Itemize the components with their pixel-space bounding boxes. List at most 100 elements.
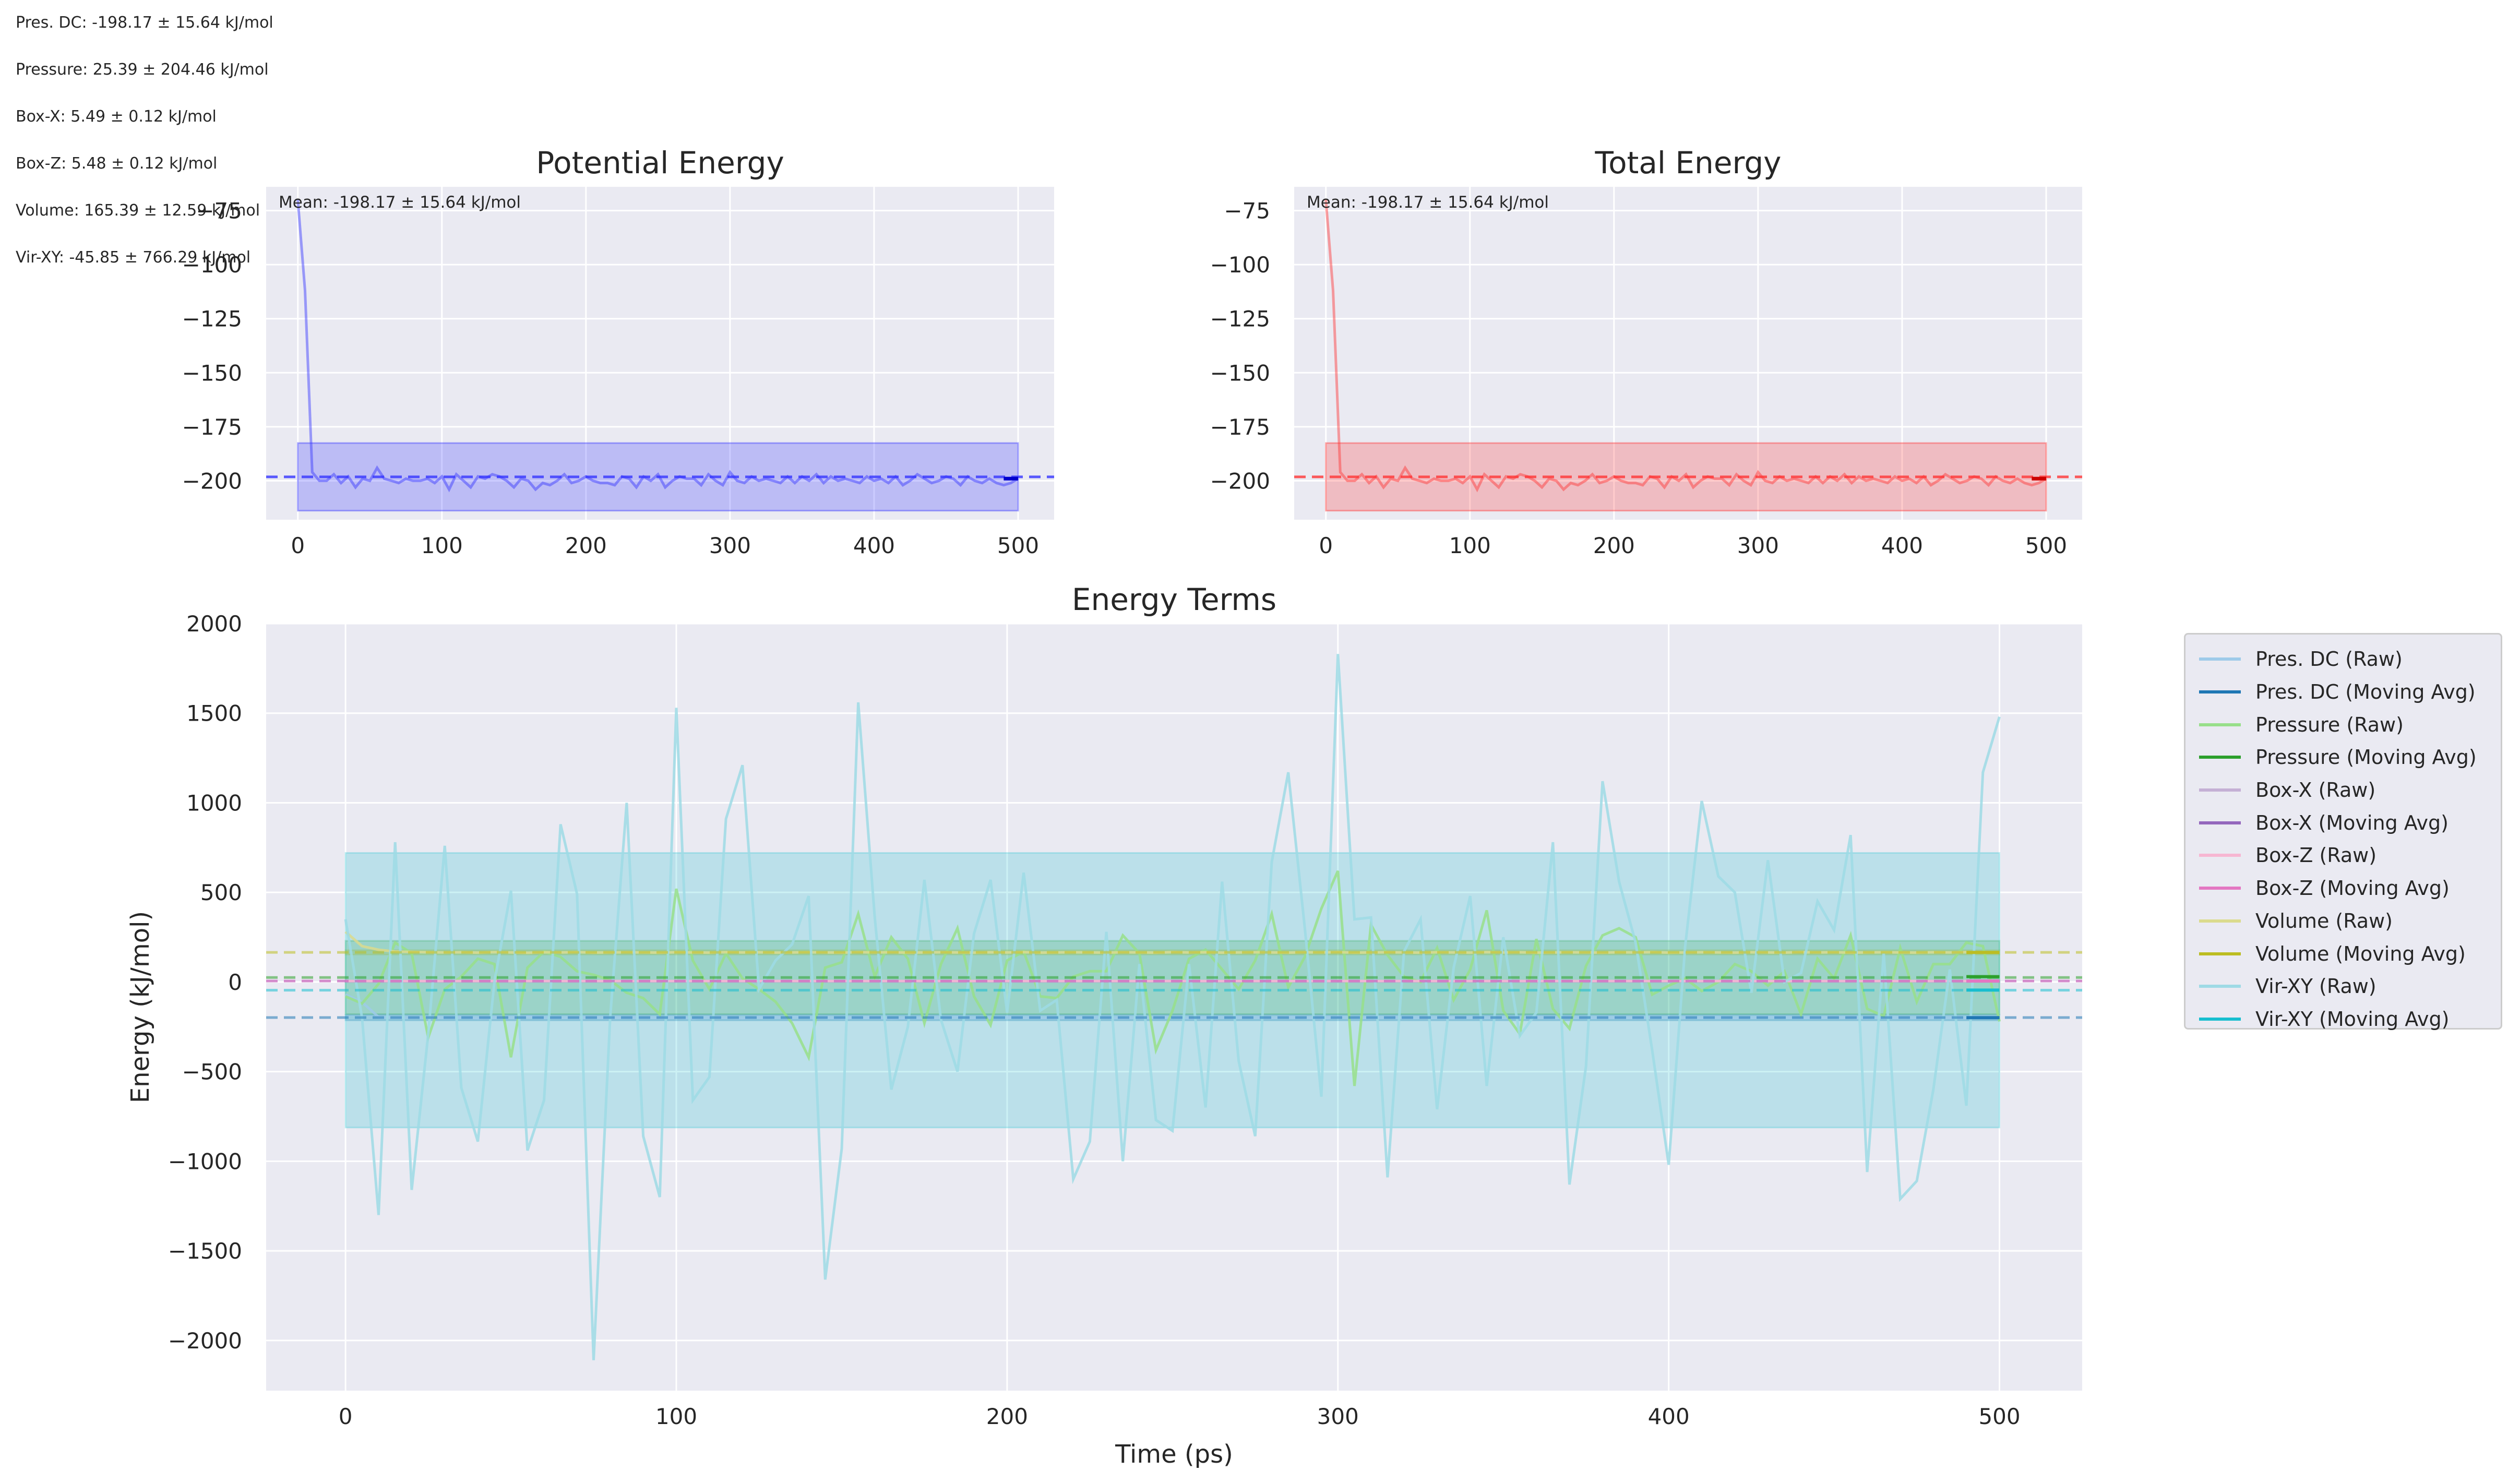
- legend-swatch: [2199, 657, 2241, 661]
- x-tick-label: 0: [339, 1404, 353, 1429]
- stat-vir-xy: Vir-XY: -45.85 ± 766.29 kJ/mol: [16, 248, 251, 267]
- total-chart: 0 100 200 300 400 500 −200 −175 −150 −125 −100 −75 T…: [1210, 145, 2082, 558]
- legend-item: Pres. DC (Raw): [2199, 643, 2490, 676]
- legend-label: Volume (Moving Avg): [2255, 942, 2466, 965]
- legend-swatch: [2199, 854, 2241, 857]
- x-tick-label: 300: [1317, 1404, 1359, 1429]
- legend-label: Pressure (Moving Avg): [2255, 746, 2477, 769]
- y-tick-label: −150: [182, 360, 242, 386]
- legend-item: Pressure (Raw): [2199, 708, 2490, 741]
- x-tick-label: 0: [1319, 533, 1333, 558]
- legend-label: Box-X (Raw): [2255, 779, 2376, 802]
- mean-annotation: Mean: -198.17 ± 15.64 kJ/mol: [279, 193, 521, 212]
- legend-swatch: [2199, 985, 2241, 988]
- x-tick-label: 200: [565, 533, 607, 558]
- x-tick-label: 200: [1593, 533, 1635, 558]
- legend-item: Vir-XY (Raw): [2199, 970, 2490, 1003]
- terms-marks: [266, 654, 2082, 1360]
- x-tick-label: 500: [1978, 1404, 2020, 1429]
- legend-item: Pressure (Moving Avg): [2199, 741, 2490, 774]
- x-tick-label: 100: [1449, 533, 1491, 558]
- total-plot-area: [1294, 187, 2082, 520]
- legend-label: Vir-XY (Raw): [2255, 975, 2376, 998]
- legend-swatch: [2199, 788, 2241, 792]
- legend-label: Box-Z (Raw): [2255, 844, 2377, 867]
- legend-swatch: [2199, 952, 2241, 955]
- x-tick-label: 100: [655, 1404, 697, 1429]
- legend-swatch: [2199, 690, 2241, 694]
- legend-swatch: [2199, 887, 2241, 890]
- y-tick-label: 2000: [186, 611, 242, 637]
- x-tick-label: 200: [986, 1404, 1028, 1429]
- terms-chart: 0 100 200 300 400 500 −2000 −1500 −1000 −500 0 500 1…: [126, 582, 2082, 1469]
- y-tick-label: −75: [1224, 198, 1270, 224]
- stat-pres-dc: Pres. DC: -198.17 ± 15.64 kJ/mol: [16, 14, 273, 32]
- series-line: [296, 199, 1019, 493]
- x-axis-label: Time (ps): [1115, 1440, 1233, 1469]
- stat-volume: Volume: 165.39 ± 12.59 kJ/mol: [16, 201, 260, 220]
- y-tick-label: −1500: [168, 1238, 242, 1264]
- legend-swatch: [2199, 919, 2241, 923]
- stat-pressure: Pressure: 25.39 ± 204.46 kJ/mol: [16, 61, 269, 79]
- stat-box-z: Box-Z: 5.48 ± 0.12 kJ/mol: [16, 154, 218, 173]
- legend-label: Volume (Raw): [2255, 909, 2393, 932]
- legend-swatch: [2199, 821, 2241, 824]
- y-tick-label: −100: [182, 252, 242, 278]
- mean-annotation: Mean: -198.17 ± 15.64 kJ/mol: [1307, 193, 1549, 212]
- potential-title: Potential Energy: [536, 145, 784, 181]
- legend-item: Box-Z (Raw): [2199, 839, 2490, 872]
- y-tick-label: −175: [1210, 414, 1270, 440]
- legend-label: Box-Z (Moving Avg): [2255, 877, 2450, 900]
- y-tick-label: −125: [1210, 306, 1270, 332]
- legend-item: Box-X (Raw): [2199, 774, 2490, 807]
- x-tick-label: 300: [709, 533, 751, 558]
- x-tick-label: 500: [2025, 533, 2067, 558]
- legend-label: Pressure (Raw): [2255, 713, 2404, 736]
- x-tick-label: 0: [291, 533, 305, 558]
- series-line: [1324, 199, 2047, 493]
- legend-label: Vir-XY (Moving Avg): [2255, 1007, 2450, 1031]
- legend-item: Vir-XY (Moving Avg): [2199, 1003, 2490, 1036]
- stats-text-block: Pres. DC: -198.17 ± 15.64 kJ/mol Pressur…: [16, 11, 273, 293]
- y-tick-label: −100: [1210, 252, 1270, 278]
- y-tick-label: −1000: [168, 1149, 242, 1174]
- legend-label: Pres. DC (Moving Avg): [2255, 680, 2476, 704]
- legend-item: Box-X (Moving Avg): [2199, 806, 2490, 839]
- y-tick-label: 500: [200, 880, 242, 905]
- x-tick-label: 300: [1737, 533, 1779, 558]
- legend-item: Volume (Raw): [2199, 905, 2490, 938]
- legend-item: Pres. DC (Moving Avg): [2199, 676, 2490, 709]
- legend-label: Pres. DC (Raw): [2255, 648, 2403, 671]
- y-tick-label: −200: [1210, 468, 1270, 494]
- y-tick-label: −125: [182, 306, 242, 332]
- x-tick-label: 100: [421, 533, 463, 558]
- y-tick-label: 1500: [186, 701, 242, 726]
- y-tick-label: −75: [196, 198, 242, 224]
- y-tick-label: −175: [182, 414, 242, 440]
- potential-chart: 0 100 200 300 400 500 −200 −175 −150 −125 −100 −75 P…: [182, 145, 1054, 558]
- energy-terms-legend: Pres. DC (Raw) Pres. DC (Moving Avg) Press…: [2184, 633, 2502, 1031]
- terms-title: Energy Terms: [1072, 582, 1276, 617]
- legend-swatch: [2199, 723, 2241, 726]
- legend-swatch: [2199, 1017, 2241, 1021]
- y-tick-label: 1000: [186, 790, 242, 816]
- x-tick-label: 400: [853, 533, 895, 558]
- stat-box-x: Box-X: 5.49 ± 0.12 kJ/mol: [16, 107, 217, 126]
- legend-label: Box-X (Moving Avg): [2255, 811, 2449, 834]
- y-axis-label: Energy (kJ/mol): [126, 911, 155, 1103]
- legend-swatch: [2199, 756, 2241, 759]
- x-tick-label: 400: [1881, 533, 1923, 558]
- legend-item: Box-Z (Moving Avg): [2199, 872, 2490, 905]
- potential-marks: [266, 199, 1054, 512]
- series-raw-line: [345, 870, 2001, 1086]
- x-tick-label: 400: [1648, 1404, 1690, 1429]
- y-tick-label: −500: [182, 1059, 242, 1085]
- y-tick-label: −2000: [168, 1328, 242, 1354]
- total-marks: [1294, 199, 2082, 512]
- potential-plot-area: [266, 187, 1054, 520]
- y-tick-label: −150: [1210, 360, 1270, 386]
- total-title: Total Energy: [1595, 145, 1782, 181]
- y-tick-label: 0: [228, 970, 242, 995]
- x-tick-label: 500: [997, 533, 1039, 558]
